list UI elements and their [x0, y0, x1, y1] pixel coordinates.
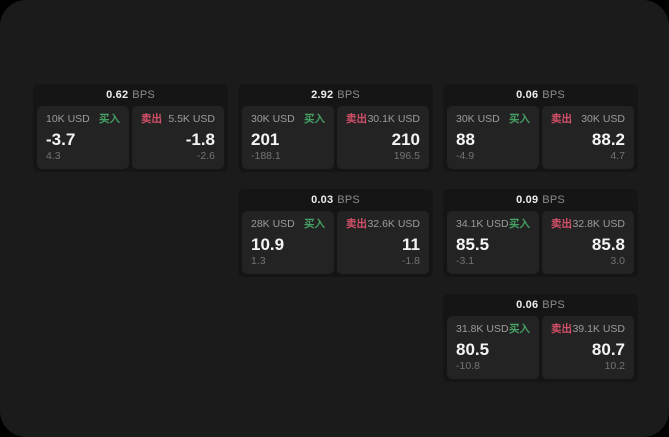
bps-label: BPS: [337, 89, 360, 101]
quote-panels: 10K USD 买入 -3.7 4.3 卖出 5.5K USD -1.8 -2.…: [33, 106, 228, 172]
sell-amount: 5.5K USD: [168, 113, 215, 125]
quote-panels: 30K USD 买入 201 -188.1 卖出 30.1K USD 210 1…: [238, 106, 433, 172]
buy-panel[interactable]: 30K USD 买入 201 -188.1: [242, 106, 334, 169]
buy-price: 10.9: [251, 235, 285, 254]
sell-delta: 3.0: [610, 255, 625, 267]
buy-label: 买入: [509, 113, 530, 125]
buy-price: 80.5: [456, 340, 490, 359]
bps-value: 0.03: [311, 194, 334, 206]
buy-amount: 28K USD: [251, 218, 295, 230]
sell-price: 80.7: [591, 340, 625, 359]
buy-label: 买入: [304, 113, 325, 125]
buy-amount: 31.8K USD: [456, 323, 509, 335]
buy-amount: 10K USD: [46, 113, 90, 125]
buy-panel[interactable]: 10K USD 买入 -3.7 4.3: [37, 106, 129, 169]
quote-card: 0.06 BPS 31.8K USD 买入 80.5 -10.8 卖出 39.1…: [443, 294, 638, 382]
bps-header: 2.92 BPS: [238, 84, 433, 106]
sell-price: 11: [402, 235, 420, 254]
bps-header: 0.06 BPS: [443, 294, 638, 316]
buy-panel[interactable]: 30K USD 买入 88 -4.9: [447, 106, 539, 169]
quote-panels: 30K USD 买入 88 -4.9 卖出 30K USD 88.2 4.7: [443, 106, 638, 172]
sell-amount: 32.6K USD: [367, 218, 420, 230]
quote-panels: 31.8K USD 买入 80.5 -10.8 卖出 39.1K USD 80.…: [443, 316, 638, 382]
buy-label: 买入: [304, 218, 325, 230]
bps-label: BPS: [542, 194, 565, 206]
bps-value: 0.06: [516, 299, 539, 311]
sell-panel[interactable]: 卖出 30K USD 88.2 4.7: [542, 106, 634, 169]
buy-amount: 30K USD: [456, 113, 500, 125]
bps-header: 0.09 BPS: [443, 189, 638, 211]
sell-amount: 32.8K USD: [572, 218, 625, 230]
bps-label: BPS: [542, 299, 565, 311]
sell-price: 210: [391, 130, 420, 149]
bps-value: 2.92: [311, 89, 334, 101]
quote-card: 2.92 BPS 30K USD 买入 201 -188.1 卖出 30.1K …: [238, 84, 433, 172]
bps-header: 0.06 BPS: [443, 84, 638, 106]
bps-label: BPS: [542, 89, 565, 101]
sell-label: 卖出: [551, 113, 572, 125]
quote-panels: 34.1K USD 买入 85.5 -3.1 卖出 32.8K USD 85.8…: [443, 211, 638, 277]
bps-label: BPS: [132, 89, 155, 101]
sell-delta: 196.5: [393, 150, 420, 162]
quote-card: 0.06 BPS 30K USD 买入 88 -4.9 卖出 30K USD: [443, 84, 638, 172]
bps-label: BPS: [337, 194, 360, 206]
sell-price: 88.2: [591, 130, 625, 149]
buy-delta: -3.1: [456, 255, 475, 267]
sell-panel[interactable]: 卖出 39.1K USD 80.7 10.2: [542, 316, 634, 379]
sell-panel[interactable]: 卖出 32.6K USD 11 -1.8: [337, 211, 429, 274]
quote-card: 0.62 BPS 10K USD 买入 -3.7 4.3 卖出 5.5K USD: [33, 84, 228, 172]
bps-value: 0.62: [106, 89, 129, 101]
buy-price: 201: [251, 130, 280, 149]
buy-panel[interactable]: 34.1K USD 买入 85.5 -3.1: [447, 211, 539, 274]
sell-delta: 4.7: [610, 150, 625, 162]
sell-label: 卖出: [551, 323, 572, 335]
buy-amount: 34.1K USD: [456, 218, 509, 230]
sell-panel[interactable]: 卖出 32.8K USD 85.8 3.0: [542, 211, 634, 274]
sell-label: 卖出: [346, 218, 367, 230]
bps-header: 0.03 BPS: [238, 189, 433, 211]
sell-delta: -1.8: [401, 255, 420, 267]
buy-price: 88: [456, 130, 475, 149]
buy-label: 买入: [509, 323, 530, 335]
sell-label: 卖出: [141, 113, 162, 125]
sell-label: 卖出: [551, 218, 572, 230]
quote-panels: 28K USD 买入 10.9 1.3 卖出 32.6K USD 11 -1.8: [238, 211, 433, 277]
sell-amount: 39.1K USD: [572, 323, 625, 335]
buy-delta: -188.1: [251, 150, 281, 162]
sell-panel[interactable]: 卖出 30.1K USD 210 196.5: [337, 106, 429, 169]
sell-delta: 10.2: [604, 360, 625, 372]
buy-panel[interactable]: 28K USD 买入 10.9 1.3: [242, 211, 334, 274]
buy-delta: -10.8: [456, 360, 480, 372]
buy-price: -3.7: [46, 130, 76, 149]
sell-amount: 30.1K USD: [367, 113, 420, 125]
buy-amount: 30K USD: [251, 113, 295, 125]
quote-card: 0.03 BPS 28K USD 买入 10.9 1.3 卖出 32.6K US…: [238, 189, 433, 277]
sell-panel[interactable]: 卖出 5.5K USD -1.8 -2.6: [132, 106, 224, 169]
bps-value: 0.06: [516, 89, 539, 101]
buy-label: 买入: [99, 113, 120, 125]
sell-delta: -2.6: [196, 150, 215, 162]
buy-delta: -4.9: [456, 150, 475, 162]
sell-price: 85.8: [591, 235, 625, 254]
buy-label: 买入: [509, 218, 530, 230]
buy-delta: 1.3: [251, 255, 266, 267]
quote-cards-grid: 0.62 BPS 10K USD 买入 -3.7 4.3 卖出 5.5K USD: [33, 84, 638, 382]
sell-price: -1.8: [185, 130, 215, 149]
buy-panel[interactable]: 31.8K USD 买入 80.5 -10.8: [447, 316, 539, 379]
bps-value: 0.09: [516, 194, 539, 206]
buy-price: 85.5: [456, 235, 490, 254]
quote-card: 0.09 BPS 34.1K USD 买入 85.5 -3.1 卖出 32.8K…: [443, 189, 638, 277]
sell-label: 卖出: [346, 113, 367, 125]
buy-delta: 4.3: [46, 150, 61, 162]
sell-amount: 30K USD: [581, 113, 625, 125]
bps-header: 0.62 BPS: [33, 84, 228, 106]
